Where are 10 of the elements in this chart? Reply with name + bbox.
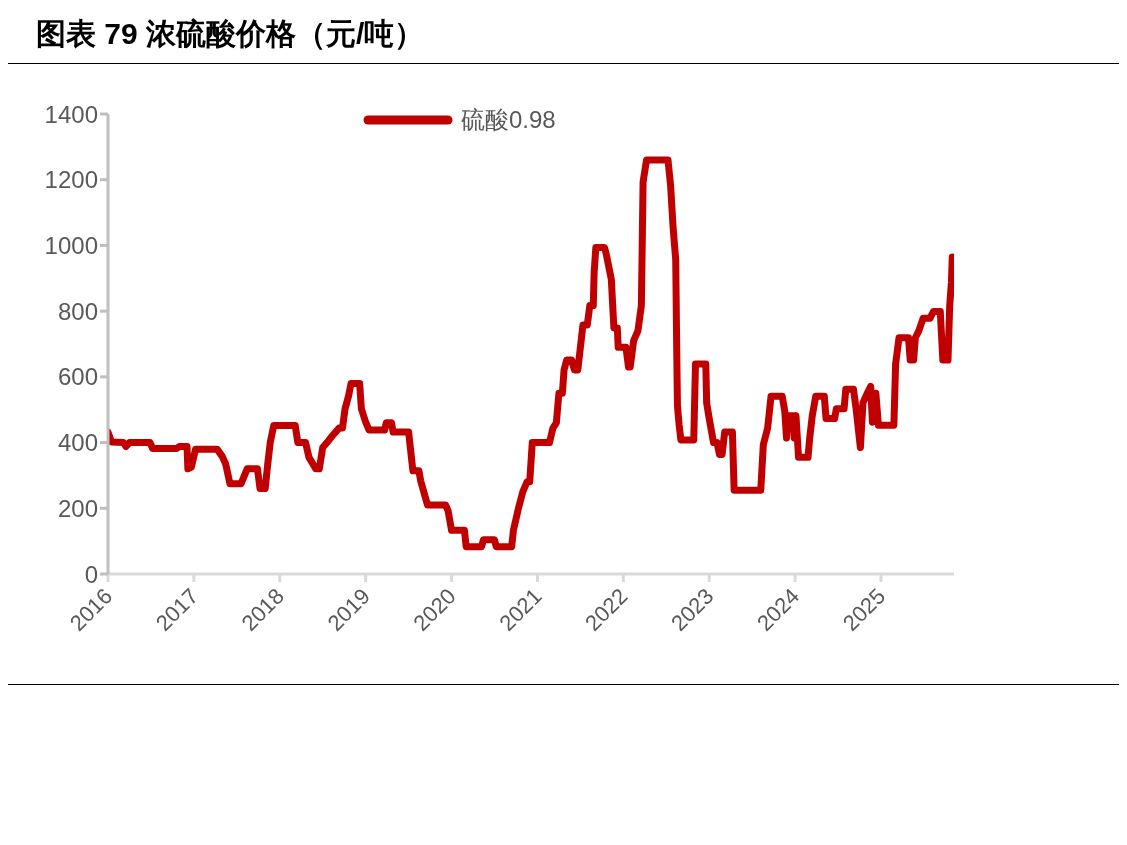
y-tick-label: 1000	[44, 231, 98, 259]
y-tick-label: 0	[84, 560, 98, 588]
legend-label: 硫酸0.98	[461, 105, 556, 135]
y-tick-label: 1200	[44, 166, 98, 194]
chart-title: 图表 79 浓硫酸价格（元/吨）	[8, 8, 1119, 64]
y-tick-label: 600	[57, 363, 98, 391]
y-tick-label: 200	[57, 494, 98, 522]
y-tick-label: 800	[57, 297, 98, 325]
y-tick-label: 400	[57, 429, 98, 457]
y-tick-label: 1400	[44, 100, 98, 128]
